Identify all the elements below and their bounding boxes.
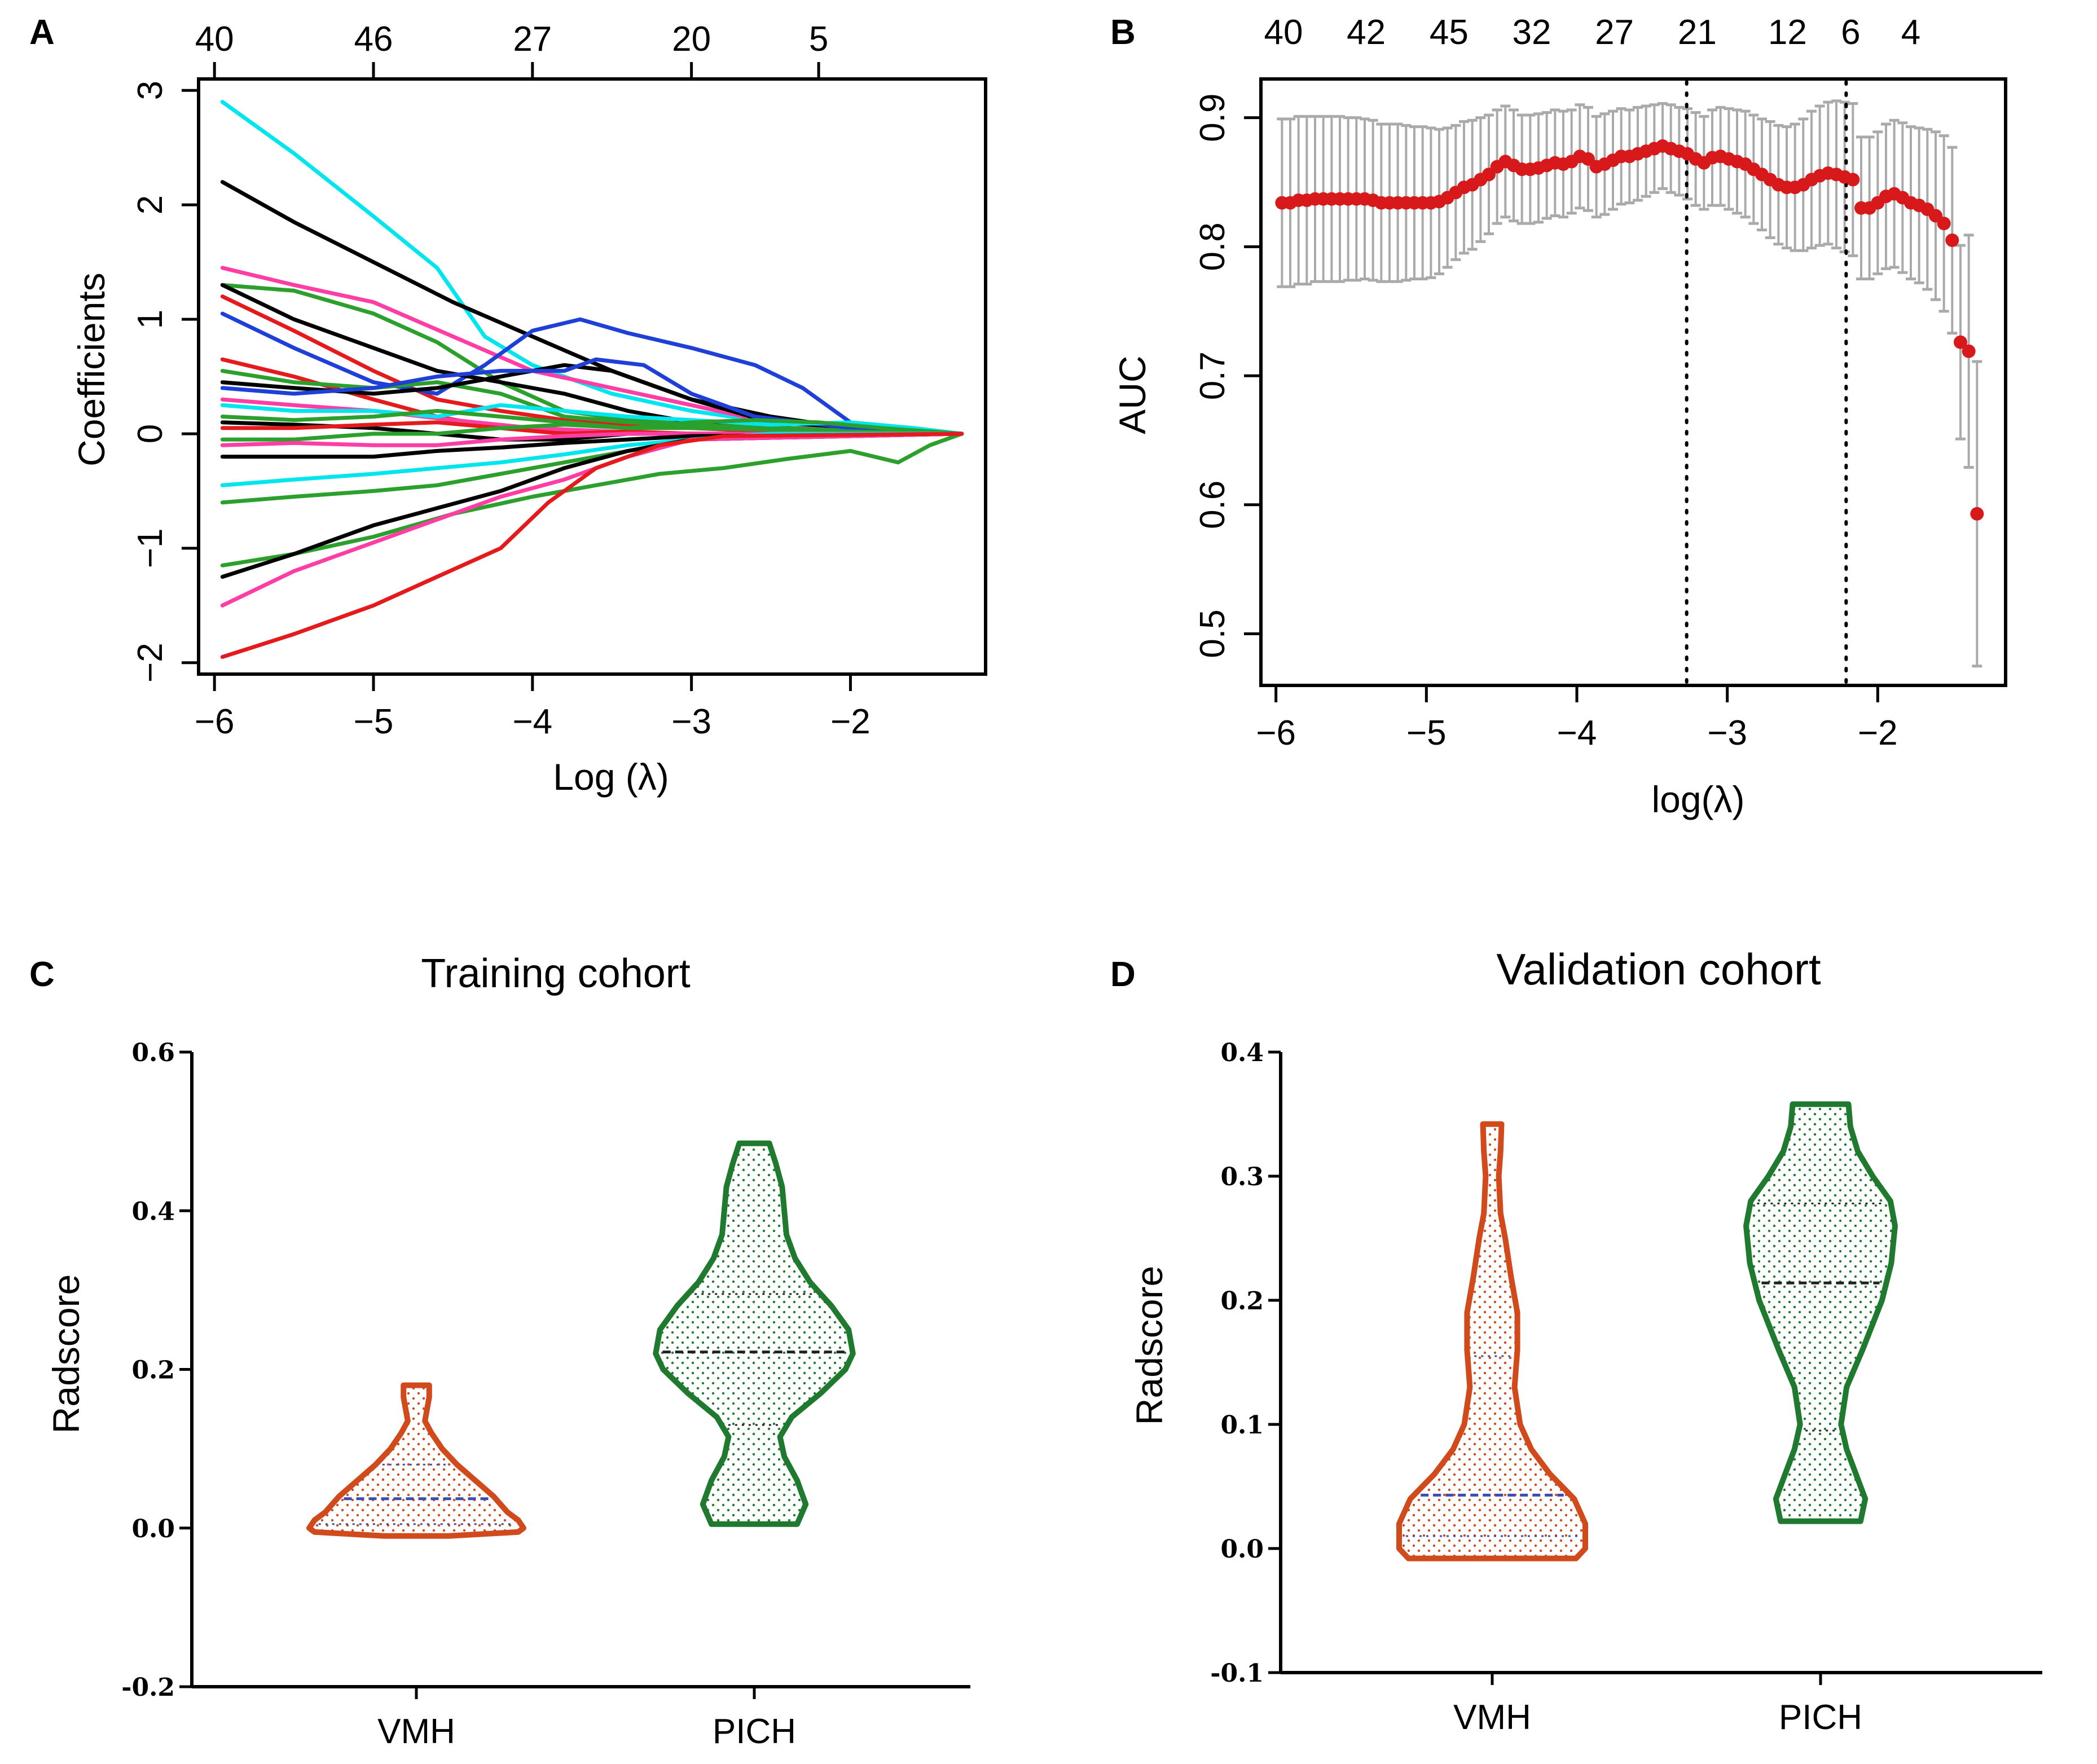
violin-pich xyxy=(653,1140,856,1527)
panel-b-top-label: 6 xyxy=(1841,13,1860,52)
panel-a-xtick-label: −3 xyxy=(671,702,711,741)
coef-path-19 xyxy=(220,432,964,459)
auc-point xyxy=(1954,335,1967,349)
panel-a-xtick-label: −2 xyxy=(830,702,871,741)
coef-path-2 xyxy=(220,180,964,436)
panel-b-ylabel: AUC xyxy=(1111,355,1153,434)
violin-vmh xyxy=(306,1382,526,1539)
panel-letter-b: B xyxy=(1110,13,1136,52)
panel-b-top-label: 40 xyxy=(1264,13,1303,52)
violin-ytick-label: 0.4 xyxy=(1220,1039,1264,1067)
violin-ytick-label: 0.3 xyxy=(1220,1163,1264,1191)
panel-a-frame xyxy=(197,77,987,676)
coef-path-17 xyxy=(220,423,964,442)
panel-a-xtick-label: −5 xyxy=(354,702,394,741)
panel-a-top-tick-label: 20 xyxy=(672,20,711,59)
panel-b-ytick-label: 0.7 xyxy=(1193,351,1232,400)
auc-point xyxy=(1937,217,1951,231)
panel-a-ytick-label: 3 xyxy=(131,81,170,100)
panel-b-top-label: 45 xyxy=(1430,13,1469,52)
panel-c-ylabel: Radscore xyxy=(45,1274,87,1433)
violin-ytick-label: -0.2 xyxy=(121,1673,175,1702)
auc-point xyxy=(1846,173,1860,187)
violin-ytick-label: 0.6 xyxy=(131,1039,175,1067)
auc-point xyxy=(1945,233,1959,247)
panel-b-xtick-label: −6 xyxy=(1256,714,1296,753)
panel-b-xtick-label: −4 xyxy=(1557,714,1597,753)
panel-b-ytick-label: 0.6 xyxy=(1193,481,1232,529)
panel-d-title: Validation cohort xyxy=(1496,944,1821,994)
panel-a-ytick-label: 2 xyxy=(131,195,170,214)
violin-category-label: PICH xyxy=(713,1712,796,1751)
violin-pich xyxy=(1743,1101,1898,1524)
panel-b-top-label: 21 xyxy=(1678,13,1717,52)
violin-ytick-label: 0.2 xyxy=(131,1356,175,1385)
violin-ytick-label: 0.1 xyxy=(1220,1411,1264,1440)
panel-b-xtick-label: −3 xyxy=(1707,714,1747,753)
violin-ytick-label: -0.1 xyxy=(1210,1659,1264,1688)
panel-letter-d: D xyxy=(1110,955,1136,994)
coef-path-18 xyxy=(220,432,964,447)
violin-ytick-label: 0.0 xyxy=(1220,1535,1264,1564)
panel-b-top-label: 12 xyxy=(1768,13,1807,52)
panel-b-top-label: 4 xyxy=(1901,13,1920,52)
panel-b-top-label: 32 xyxy=(1513,13,1551,52)
panel-a-top-tick-label: 5 xyxy=(809,20,828,59)
panel-a-ylabel: Coefficients xyxy=(71,272,112,467)
violin-category-label: VMH xyxy=(1453,1698,1531,1737)
panel-c-title: Training cohort xyxy=(421,951,691,996)
panel-a-xlabel: Log (λ) xyxy=(553,756,669,798)
violin-ytick-label: 0.2 xyxy=(1220,1287,1264,1316)
coef-path-25 xyxy=(220,432,964,659)
panel-d-ylabel: Radscore xyxy=(1128,1266,1170,1425)
violin-category-label: VMH xyxy=(377,1712,455,1751)
panel-b-ytick-label: 0.5 xyxy=(1193,609,1232,658)
panel-a-top-tick-label: 46 xyxy=(354,20,393,59)
panel-b-xtick-label: −2 xyxy=(1858,714,1898,753)
panel-a-top-tick-label: 27 xyxy=(513,20,552,59)
panel-b-auc-plot: AUC log(λ) −6 −5 −4 −3 −20.50.60.70.80.940 42… xyxy=(1111,13,2007,820)
panel-a-top-tick-label: 40 xyxy=(195,20,234,59)
panel-b-top-label: 27 xyxy=(1595,13,1634,52)
panel-b-ytick-label: 0.8 xyxy=(1193,222,1232,271)
coef-path-9 xyxy=(220,368,964,436)
panel-b-xlabel: log(λ) xyxy=(1651,778,1744,820)
panel-a-xtick-label: −6 xyxy=(195,702,235,741)
panel-c-training-violin: Training cohort Radscore -0.2 0.0 0.2 0.4 0.… xyxy=(45,951,970,1751)
panel-b-xtick-label: −5 xyxy=(1406,714,1447,753)
panel-d-validation-violin: Validation cohort Radscore -0.1 0.0 0.1 0.2… xyxy=(1128,944,2042,1737)
coef-path-22 xyxy=(220,432,964,568)
coef-path-11 xyxy=(220,357,964,436)
violin-ytick-label: 0.4 xyxy=(131,1197,175,1226)
panel-a-ytick-label: 0 xyxy=(131,424,170,443)
auc-point xyxy=(1962,344,1976,358)
panel-a-ytick-label: −1 xyxy=(131,528,170,568)
violin-ytick-label: 0.0 xyxy=(131,1515,175,1543)
auc-point xyxy=(1970,507,1984,521)
violin-category-label: PICH xyxy=(1779,1698,1862,1737)
panel-b-frame xyxy=(1259,77,2007,687)
panel-letter-c: C xyxy=(29,955,55,994)
panel-b-top-label: 42 xyxy=(1347,13,1386,52)
panel-b-ytick-label: 0.9 xyxy=(1193,94,1232,142)
panel-a-coefficient-paths: Coefficients Log (λ) −6 −5 −4 −3 −2 −2 −1 0 1 2 3 4… xyxy=(71,20,987,798)
panel-letter-a: A xyxy=(29,13,55,52)
panel-a-ytick-label: −2 xyxy=(131,643,170,683)
panel-a-ytick-label: 1 xyxy=(131,310,170,329)
violin-vmh xyxy=(1396,1121,1588,1561)
coef-path-13 xyxy=(220,403,964,436)
panel-a-xtick-label: −4 xyxy=(512,702,552,741)
